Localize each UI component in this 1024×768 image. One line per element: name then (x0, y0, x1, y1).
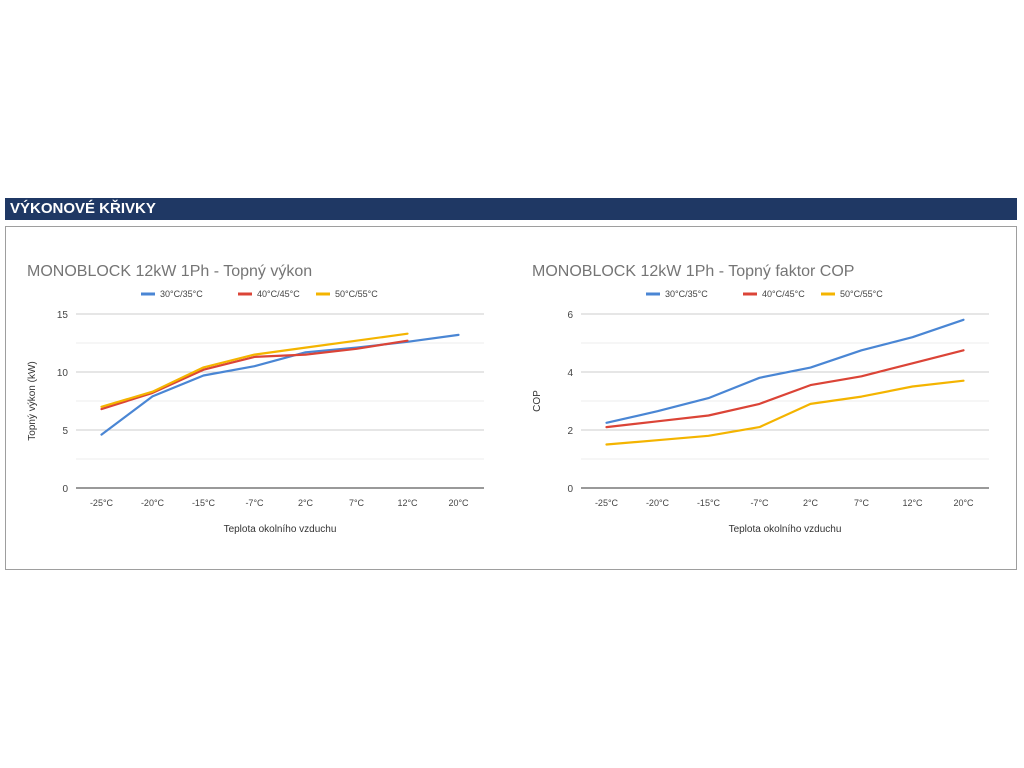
legend-label: 40°C/45°C (257, 289, 300, 299)
y-tick-label: 10 (57, 368, 69, 379)
x-axis-title: Teplota okolního vzduchu (729, 524, 842, 535)
x-tick-label: 20°C (953, 498, 974, 508)
section-header: VÝKONOVÉ KŘIVKY (5, 198, 1017, 220)
y-tick-label: 4 (567, 368, 573, 379)
y-tick-label: 2 (567, 426, 573, 437)
x-tick-label: -25°C (90, 498, 114, 508)
series-line (605, 379, 965, 446)
x-tick-label: -15°C (192, 498, 216, 508)
y-tick-label: 0 (62, 484, 68, 495)
section-title: VÝKONOVÉ KŘIVKY (10, 200, 156, 217)
x-tick-label: 20°C (448, 498, 469, 508)
legend-label: 30°C/35°C (665, 289, 708, 299)
x-tick-label: -20°C (141, 498, 165, 508)
x-tick-label: -7°C (245, 498, 264, 508)
series-line (100, 339, 409, 411)
series-line (605, 318, 965, 424)
x-tick-label: 7°C (854, 498, 870, 508)
legend-label: 50°C/55°C (840, 289, 883, 299)
y-axis-title: COP (532, 390, 543, 412)
x-tick-label: -25°C (595, 498, 619, 508)
x-tick-label: -20°C (646, 498, 670, 508)
cop-chart: MONOBLOCK 12kW 1Ph - Topný faktor COP 30°… (532, 263, 989, 535)
x-tick-label: 12°C (397, 498, 418, 508)
x-tick-label: 7°C (349, 498, 365, 508)
legend-label: 30°C/35°C (160, 289, 203, 299)
y-tick-label: 5 (62, 426, 68, 437)
x-tick-label: -7°C (750, 498, 769, 508)
series-line (605, 349, 965, 429)
y-tick-label: 0 (567, 484, 573, 495)
y-axis-title: Topný výkon (kW) (27, 361, 38, 440)
legend-label: 40°C/45°C (762, 289, 805, 299)
series-line (100, 332, 409, 408)
y-tick-label: 6 (567, 310, 573, 321)
power-chart: MONOBLOCK 12kW 1Ph - Topný výkon 30°C/35°… (27, 263, 484, 535)
charts-panel: MONOBLOCK 12kW 1Ph - Topný výkon 30°C/35°… (5, 226, 1017, 570)
legend-label: 50°C/55°C (335, 289, 378, 299)
chart-title: MONOBLOCK 12kW 1Ph - Topný výkon (27, 263, 312, 280)
x-tick-label: 2°C (298, 498, 314, 508)
series-line (100, 333, 460, 436)
x-axis-title: Teplota okolního vzduchu (224, 524, 337, 535)
x-tick-label: 12°C (902, 498, 923, 508)
x-tick-label: -15°C (697, 498, 721, 508)
y-tick-label: 15 (57, 310, 69, 321)
chart-title: MONOBLOCK 12kW 1Ph - Topný faktor COP (532, 263, 854, 280)
x-tick-label: 2°C (803, 498, 819, 508)
